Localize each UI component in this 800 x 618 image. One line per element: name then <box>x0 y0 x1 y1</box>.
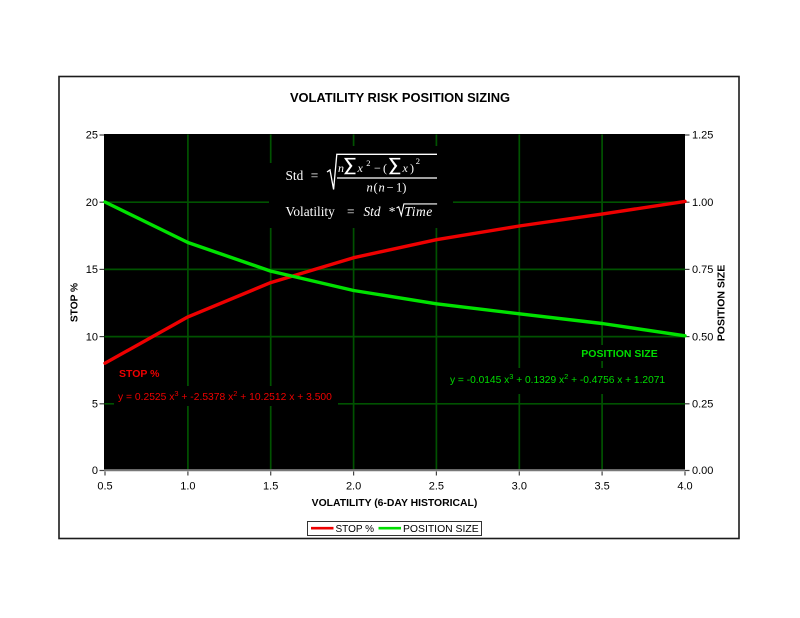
svg-text:2.5: 2.5 <box>429 481 444 493</box>
svg-text:=: = <box>311 168 319 183</box>
svg-text:POSITION SIZE: POSITION SIZE <box>581 348 657 360</box>
svg-text:1.00: 1.00 <box>692 197 713 209</box>
svg-text:y = -0.0145 x3 + 0.1329 x2 + -: y = -0.0145 x3 + 0.1329 x2 + -0.4756 x +… <box>450 372 665 386</box>
svg-text:POSITION SIZE: POSITION SIZE <box>403 524 479 535</box>
svg-text:15: 15 <box>86 264 98 276</box>
svg-text:25: 25 <box>86 130 98 142</box>
svg-text:0.5: 0.5 <box>97 481 112 493</box>
svg-text:20: 20 <box>86 197 98 209</box>
svg-text:−: − <box>387 181 394 195</box>
svg-text:10: 10 <box>86 331 98 343</box>
svg-text:1.5: 1.5 <box>263 481 278 493</box>
svg-text:=: = <box>347 204 355 219</box>
svg-text:VOLATILITY RISK POSITION SIZIN: VOLATILITY RISK POSITION SIZING <box>290 90 510 105</box>
svg-text:1): 1) <box>396 181 406 195</box>
svg-text:STOP %: STOP % <box>336 524 375 535</box>
svg-text:*: * <box>389 204 396 219</box>
svg-text:0: 0 <box>92 465 98 477</box>
svg-text:n: n <box>367 181 373 195</box>
svg-text:POSITION SIZE: POSITION SIZE <box>716 265 728 341</box>
svg-text:−: − <box>374 161 381 175</box>
svg-text:2: 2 <box>416 156 420 166</box>
svg-text:n: n <box>379 181 385 195</box>
svg-text:Volatility: Volatility <box>286 204 336 219</box>
svg-text:(: ( <box>374 181 378 195</box>
svg-text:2.0: 2.0 <box>346 481 361 493</box>
svg-text:0.50: 0.50 <box>692 331 713 343</box>
svg-text:x: x <box>357 161 364 175</box>
svg-text:STOP %: STOP % <box>119 368 160 380</box>
svg-text:Time: Time <box>405 204 433 219</box>
svg-text:3.5: 3.5 <box>594 481 609 493</box>
svg-text:): ) <box>410 161 414 175</box>
svg-text:0.00: 0.00 <box>692 465 713 477</box>
svg-text:5: 5 <box>92 399 98 411</box>
svg-text:(: ( <box>383 161 387 175</box>
svg-text:y = 0.2525 x3 + -2.5378 x2 + 1: y = 0.2525 x3 + -2.5378 x2 + 10.2512 x +… <box>118 389 332 403</box>
svg-text:VOLATILITY (6-DAY HISTORICAL): VOLATILITY (6-DAY HISTORICAL) <box>312 498 478 509</box>
svg-text:Std: Std <box>286 168 304 183</box>
svg-text:3.0: 3.0 <box>512 481 527 493</box>
svg-text:STOP %: STOP % <box>70 283 81 322</box>
svg-text:0.25: 0.25 <box>692 399 713 411</box>
svg-text:x: x <box>402 161 409 175</box>
svg-text:4.0: 4.0 <box>677 481 692 493</box>
svg-text:n: n <box>338 161 344 175</box>
svg-text:1.0: 1.0 <box>180 481 195 493</box>
svg-text:2: 2 <box>366 158 370 168</box>
svg-text:Std: Std <box>364 204 381 219</box>
svg-text:0.75: 0.75 <box>692 264 713 276</box>
svg-text:1.25: 1.25 <box>692 130 713 142</box>
